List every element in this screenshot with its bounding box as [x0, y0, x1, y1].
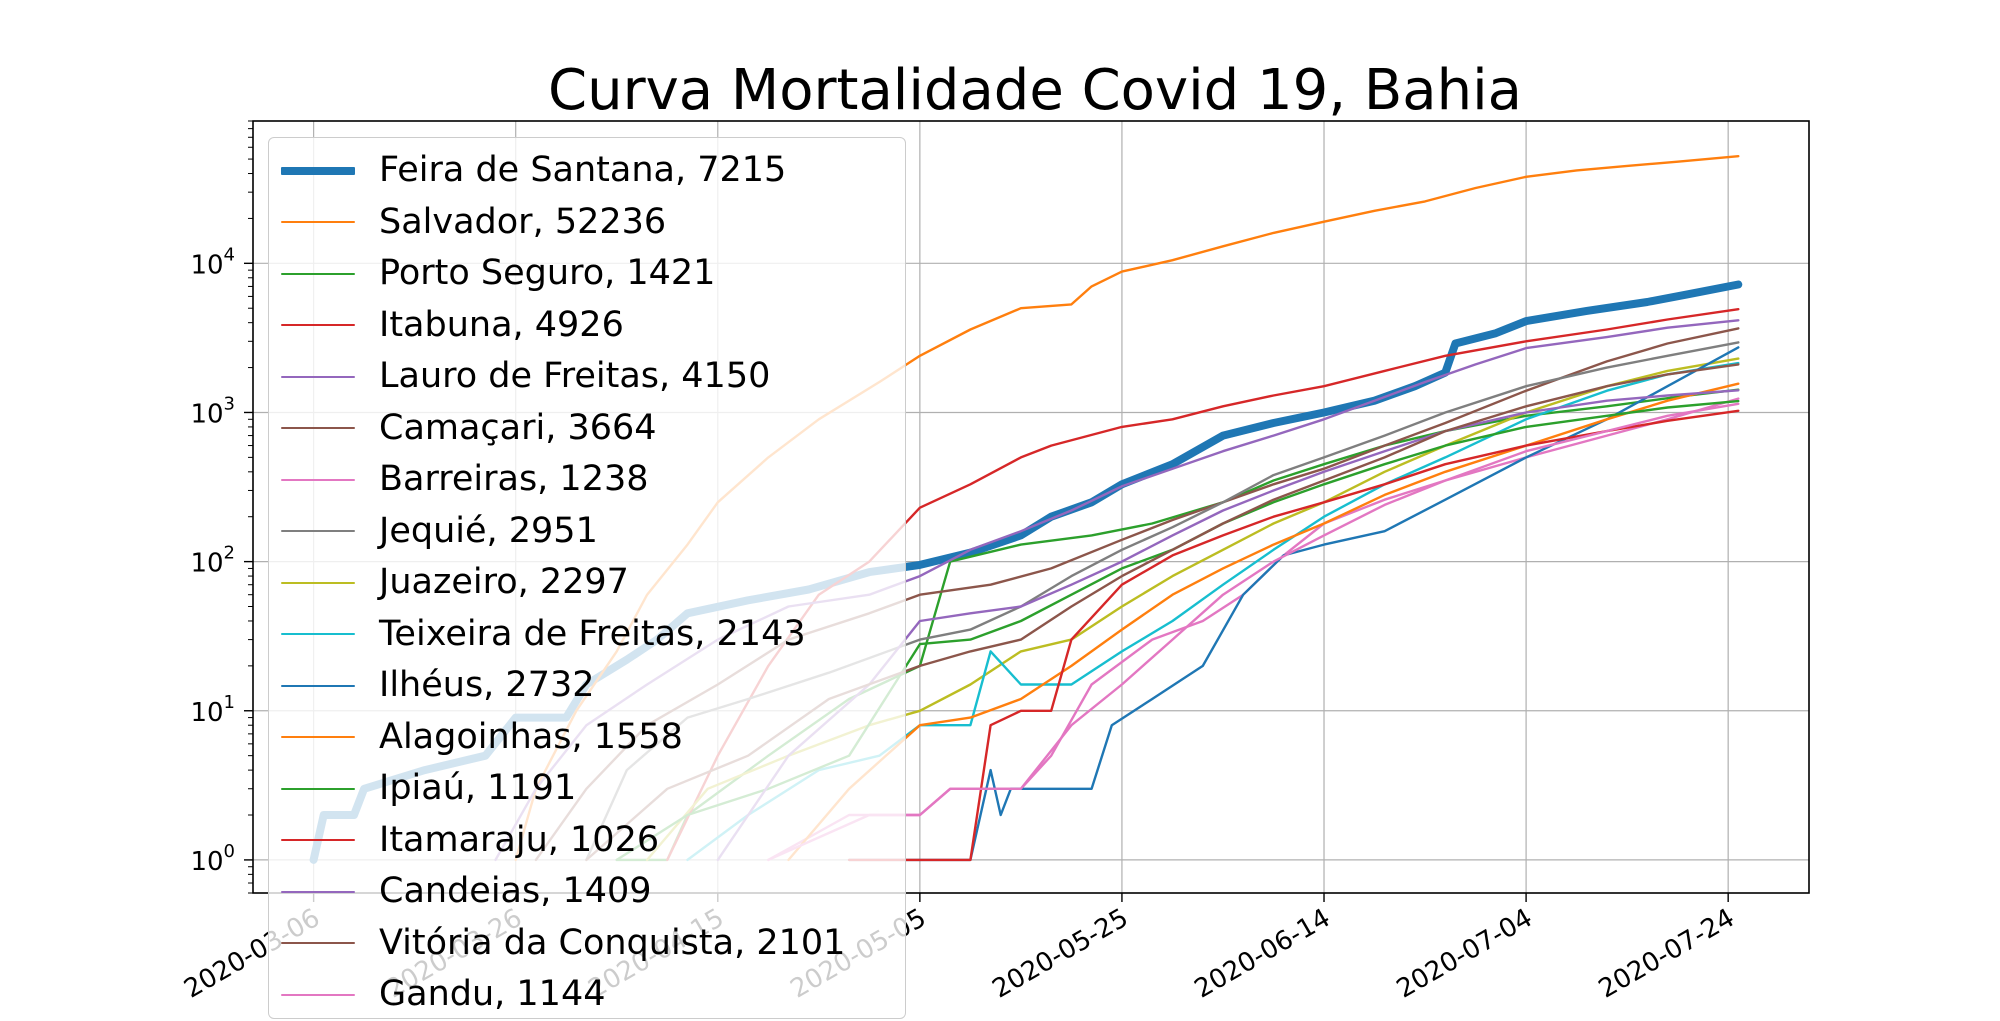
- legend-line-swatch: [281, 375, 355, 378]
- legend-item: Teixeira de Freitas, 2143: [269, 610, 905, 661]
- legend-label: Vitória da Conquista, 2101: [379, 922, 846, 963]
- x-tick-label: 2020-07-04: [1392, 903, 1538, 1000]
- y-tick-label: 101: [190, 692, 235, 728]
- legend-item: Jequié, 2951: [269, 507, 905, 558]
- legend-label: Itamaraju, 1026: [379, 819, 660, 860]
- legend-line-swatch: [281, 530, 355, 533]
- legend-item: Porto Seguro, 1421: [269, 249, 905, 300]
- y-tick-label: 104: [190, 244, 235, 280]
- legend: Feira de Santana, 7215 Salvador, 52236 Por…: [268, 137, 906, 1019]
- legend-line-swatch: [281, 736, 355, 739]
- y-tick-base: 10: [190, 698, 223, 728]
- legend-line-swatch: [281, 581, 355, 584]
- legend-item: Lauro de Freitas, 4150: [269, 352, 905, 403]
- legend-item: Itabuna, 4926: [269, 301, 905, 352]
- legend-item: Salvador, 52236: [269, 198, 905, 249]
- legend-line-swatch: [281, 942, 355, 945]
- y-tick-exponent: 1: [224, 692, 235, 713]
- legend-item: Camaçari, 3664: [269, 404, 905, 455]
- legend-label: Itabuna, 4926: [379, 304, 624, 345]
- y-tick-label: 100: [190, 841, 235, 877]
- y-tick-label: 103: [190, 393, 235, 429]
- legend-label: Jequié, 2951: [379, 510, 598, 551]
- legend-line-swatch: [281, 787, 355, 790]
- legend-label: Teixeira de Freitas, 2143: [379, 613, 806, 654]
- legend-item: Alagoinhas, 1558: [269, 713, 905, 764]
- legend-item: Gandu, 1144: [269, 970, 905, 1021]
- legend-item: Juazeiro, 2297: [269, 558, 905, 609]
- legend-label: Camaçari, 3664: [379, 407, 657, 448]
- legend-line-swatch: [281, 272, 355, 275]
- legend-item: Ilhéus, 2732: [269, 661, 905, 712]
- x-tick-label: 2020-05-25: [988, 903, 1134, 1000]
- plot-frame: [252, 120, 1810, 894]
- y-tick-label: 102: [190, 543, 235, 579]
- legend-item: Vitória da Conquista, 2101: [269, 919, 905, 970]
- legend-line-swatch: [281, 221, 355, 224]
- legend-line-swatch: [281, 324, 355, 327]
- legend-label: Feira de Santana, 7215: [379, 150, 787, 190]
- legend-item: Ipiaú, 1191: [269, 764, 905, 815]
- legend-line-swatch: [281, 839, 355, 842]
- legend-label: Ilhéus, 2732: [379, 665, 595, 705]
- legend-line-swatch: [281, 478, 355, 481]
- legend-line-swatch: [281, 890, 355, 893]
- legend-line-swatch: [281, 167, 355, 175]
- legend-label: Barreiras, 1238: [379, 459, 649, 499]
- y-tick-base: 10: [190, 399, 223, 429]
- x-tick-label: 2020-06-14: [1190, 903, 1336, 1000]
- series-line: [767, 402, 1740, 862]
- y-tick-base: 10: [190, 847, 223, 877]
- legend-line-swatch: [281, 993, 355, 996]
- legend-item: Candeias, 1409: [269, 867, 905, 918]
- y-tick-exponent: 4: [224, 244, 235, 265]
- legend-line-swatch: [281, 633, 355, 636]
- legend-line-swatch: [281, 684, 355, 687]
- legend-label: Ipiaú, 1191: [379, 768, 577, 808]
- series-line: [847, 346, 1740, 862]
- y-tick-base: 10: [190, 250, 223, 280]
- series-line: [847, 409, 1740, 862]
- legend-label: Lauro de Freitas, 4150: [379, 356, 771, 396]
- legend-item: Itamaraju, 1026: [269, 816, 905, 867]
- x-tick-label: 2020-07-24: [1594, 903, 1740, 1000]
- legend-item: Barreiras, 1238: [269, 455, 905, 506]
- legend-item: Feira de Santana, 7215: [269, 146, 905, 197]
- legend-label: Alagoinhas, 1558: [379, 716, 683, 757]
- legend-label: Gandu, 1144: [379, 974, 606, 1014]
- legend-label: Porto Seguro, 1421: [379, 253, 716, 293]
- legend-label: Candeias, 1409: [379, 871, 652, 911]
- y-tick-exponent: 0: [224, 841, 235, 862]
- chart-title: Curva Mortalidade Covid 19, Bahia: [548, 58, 1522, 123]
- y-tick-exponent: 3: [224, 393, 235, 414]
- legend-line-swatch: [281, 427, 355, 430]
- y-tick-base: 10: [190, 549, 223, 579]
- legend-label: Salvador, 52236: [379, 201, 667, 242]
- series-line: [787, 382, 1740, 862]
- series-line: [716, 389, 1740, 862]
- y-tick-exponent: 2: [224, 543, 235, 564]
- legend-label: Juazeiro, 2297: [379, 562, 629, 602]
